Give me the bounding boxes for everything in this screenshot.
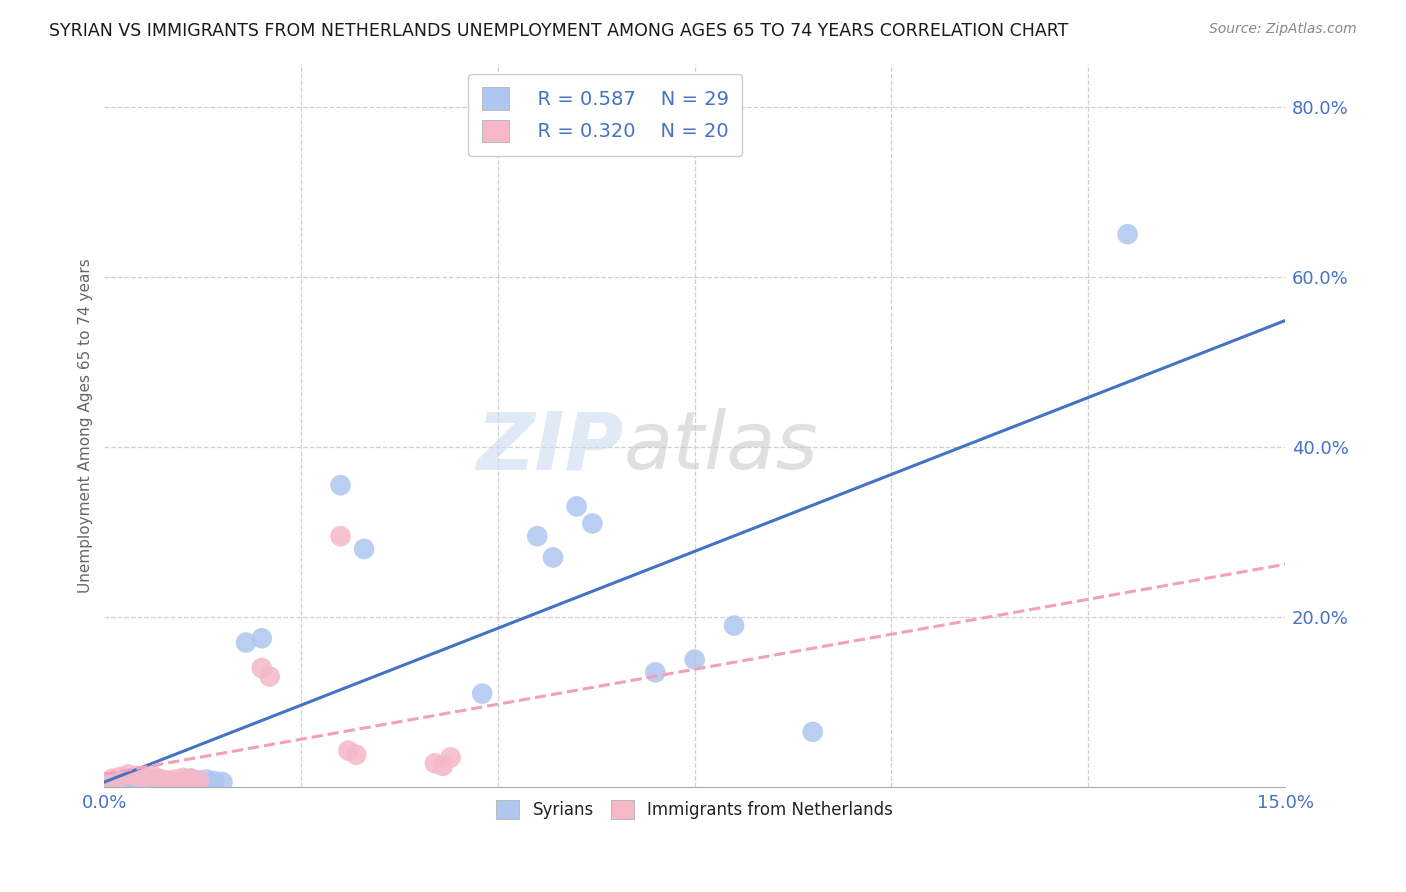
Point <box>344 747 367 762</box>
Point <box>471 687 494 701</box>
Point <box>187 773 209 788</box>
Point <box>683 652 706 666</box>
Point <box>195 772 218 787</box>
Legend: Syrians, Immigrants from Netherlands: Syrians, Immigrants from Netherlands <box>489 793 900 826</box>
Point <box>180 772 202 786</box>
Point <box>165 775 187 789</box>
Text: atlas: atlas <box>624 409 818 486</box>
Point <box>172 772 194 787</box>
Point <box>156 773 179 788</box>
Point <box>148 772 170 786</box>
Point <box>101 774 124 789</box>
Point <box>125 775 148 789</box>
Text: SYRIAN VS IMMIGRANTS FROM NETHERLANDS UNEMPLOYMENT AMONG AGES 65 TO 74 YEARS COR: SYRIAN VS IMMIGRANTS FROM NETHERLANDS UN… <box>49 22 1069 40</box>
Point <box>117 767 139 781</box>
Point <box>723 618 745 632</box>
Point <box>108 770 131 784</box>
Point <box>132 773 155 788</box>
Point <box>526 529 548 543</box>
Point <box>132 770 155 784</box>
Point <box>235 635 257 649</box>
Point <box>180 772 202 786</box>
Point <box>1116 227 1139 242</box>
Point <box>211 775 233 789</box>
Point <box>148 773 170 788</box>
Point <box>329 478 352 492</box>
Point <box>250 632 273 646</box>
Point <box>541 550 564 565</box>
Point <box>440 750 463 764</box>
Point <box>125 769 148 783</box>
Point <box>141 768 163 782</box>
Point <box>644 665 666 680</box>
Point <box>108 773 131 788</box>
Point <box>204 774 226 789</box>
Point <box>801 724 824 739</box>
Point <box>353 541 375 556</box>
Point <box>165 772 187 787</box>
Point <box>581 516 603 531</box>
Point <box>172 771 194 785</box>
Point <box>141 772 163 786</box>
Point <box>423 756 446 771</box>
Point <box>187 773 209 788</box>
Point <box>432 759 454 773</box>
Point <box>156 774 179 789</box>
Point <box>565 500 588 514</box>
Point <box>117 772 139 787</box>
Text: Source: ZipAtlas.com: Source: ZipAtlas.com <box>1209 22 1357 37</box>
Point <box>101 772 124 786</box>
Point <box>337 743 360 757</box>
Point <box>259 669 281 683</box>
Point <box>329 529 352 543</box>
Point <box>250 661 273 675</box>
Text: ZIP: ZIP <box>477 409 624 486</box>
Y-axis label: Unemployment Among Ages 65 to 74 years: Unemployment Among Ages 65 to 74 years <box>79 259 93 593</box>
